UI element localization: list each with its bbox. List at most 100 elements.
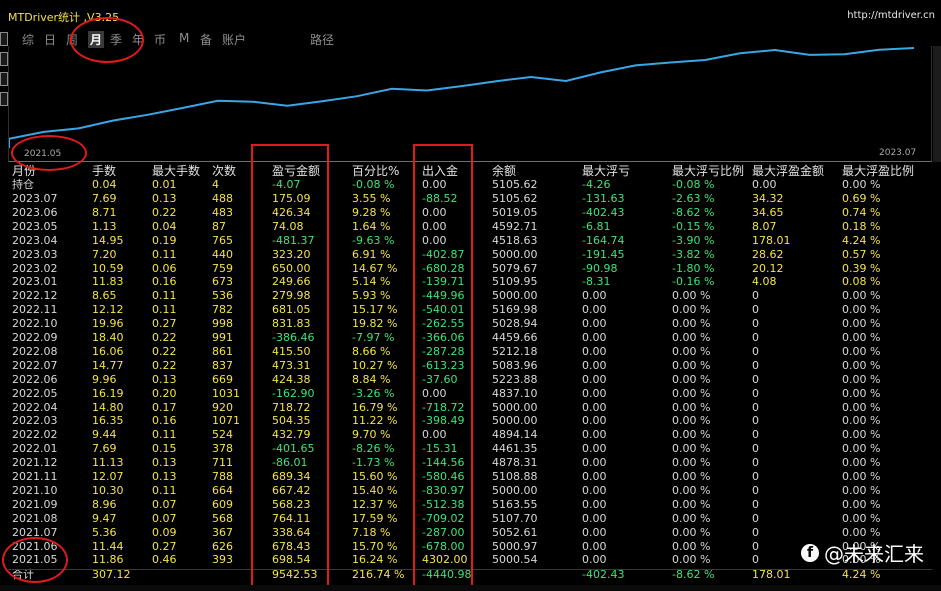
- column-header[interactable]: 最大浮亏比例: [672, 164, 745, 178]
- column-header[interactable]: 余额: [492, 164, 517, 178]
- table-cell: 8.96: [92, 497, 117, 511]
- table-cell: 0.00 %: [842, 372, 881, 386]
- table-cell: 0.00: [422, 205, 447, 219]
- holding-row[interactable]: 持仓 0.04 0.01 4 -4.07 -0.08 % 0.00 5105.62 -4.26 -…: [12, 178, 932, 192]
- column-header[interactable]: 盈亏金额: [272, 164, 321, 178]
- column-header[interactable]: 最大浮亏: [582, 164, 631, 178]
- table-row[interactable]: 2022.07 14.77 0.22 837 473.31 10.27 % -613.23 5…: [12, 359, 932, 373]
- table-cell: -0.15 %: [672, 219, 715, 233]
- table-cell: 12.12: [92, 303, 124, 317]
- table-cell: -8.62 %: [672, 205, 715, 219]
- table-cell: 8.65: [92, 289, 117, 303]
- table-row[interactable]: 2021.10 10.30 0.11 664 667.42 15.40 % -830.97 5…: [12, 484, 932, 498]
- tab-0[interactable]: 综: [22, 33, 35, 47]
- row-label: 2023.03: [12, 247, 58, 261]
- table-cell: 11.44: [92, 539, 124, 553]
- table-cell: 0.00: [582, 317, 607, 331]
- table-cell: 14.77: [92, 358, 124, 372]
- website-link[interactable]: http://mtdriver.cn: [847, 10, 935, 21]
- column-header[interactable]: 手数: [92, 164, 117, 178]
- table-row[interactable]: 2023.04 14.95 0.19 765 -481.37 -9.63 % 0.00 451…: [12, 234, 932, 248]
- tab-10[interactable]: 路径: [310, 33, 335, 47]
- table-row[interactable]: 2023.05 1.13 0.04 87 74.08 1.64 % 0.00 4592.71 -…: [12, 220, 932, 234]
- scrollbar[interactable]: [933, 46, 941, 162]
- table-cell: 0.00 %: [672, 497, 711, 511]
- table-row[interactable]: 2021.08 9.47 0.07 568 764.11 17.59 % -709.02 51…: [12, 512, 932, 526]
- table-cell: 4.08: [752, 275, 777, 289]
- column-header[interactable]: 最大浮盈金额: [752, 164, 825, 178]
- table-cell: -4440.98: [422, 568, 472, 582]
- tab-9[interactable]: 账户: [222, 33, 247, 47]
- table-row[interactable]: 2022.03 16.35 0.16 1071 504.35 11.22 % -398.49…: [12, 414, 932, 428]
- table-cell: 678.43: [272, 539, 311, 553]
- table-cell: 4: [212, 178, 219, 191]
- table-cell: 0.00 %: [842, 497, 881, 511]
- table-row[interactable]: 2023.03 7.20 0.11 440 323.20 6.91 % -402.87 500…: [12, 248, 932, 262]
- table-row[interactable]: 2022.01 7.69 0.15 378 -401.65 -8.26 % -15.31 44…: [12, 442, 932, 456]
- table-row[interactable]: 2021.07 5.36 0.09 367 338.64 7.18 % -287.00 505…: [12, 526, 932, 540]
- table-cell: -6.81: [582, 219, 611, 233]
- table-cell: -8.31: [582, 275, 611, 289]
- table-row[interactable]: 2023.01 11.83 0.16 673 249.66 5.14 % -139.71 51…: [12, 275, 932, 289]
- tab-8[interactable]: 备: [200, 33, 213, 47]
- table-row[interactable]: 2023.06 8.71 0.22 483 426.34 9.28 % 0.00 5019.0…: [12, 206, 932, 220]
- table-row[interactable]: 2022.10 19.96 0.27 998 831.83 19.82 % -262.55 5…: [12, 317, 932, 331]
- row-label: 2021.12: [12, 456, 58, 470]
- table-cell: 0.00 %: [672, 428, 711, 442]
- table-cell: -3.82 %: [672, 247, 715, 261]
- side-button[interactable]: [0, 92, 8, 106]
- table-cell: 861: [212, 344, 233, 358]
- side-button[interactable]: [0, 52, 8, 66]
- column-header[interactable]: 最大手数: [152, 164, 201, 178]
- table-cell: 0.00: [582, 428, 607, 442]
- table-row[interactable]: 2023.02 10.59 0.06 759 650.00 14.67 % -680.28 5…: [12, 262, 932, 276]
- table-cell: 16.35: [92, 414, 124, 428]
- table-cell: 920: [212, 400, 233, 414]
- table-cell: 718.72: [272, 400, 311, 414]
- chart-frame: [8, 46, 932, 162]
- side-button[interactable]: [0, 32, 8, 46]
- row-label: 2021.11: [12, 470, 58, 483]
- table-cell: 1.13: [92, 219, 117, 233]
- table-cell: 0.00 %: [842, 470, 881, 483]
- table-row[interactable]: 2022.09 18.40 0.22 991 -386.46 -7.97 % -366.06…: [12, 331, 932, 345]
- table-row[interactable]: 2022.11 12.12 0.11 782 681.05 15.17 % -540.01 5…: [12, 303, 932, 317]
- column-header[interactable]: 最大浮盈比例: [842, 164, 915, 178]
- table-cell: 415.50: [272, 344, 311, 358]
- table-cell: 667.42: [272, 483, 311, 497]
- table-row[interactable]: 2022.04 14.80 0.17 920 718.72 16.79 % -718.72 5…: [12, 401, 932, 415]
- table-row[interactable]: 2022.05 16.19 0.20 1031 -162.90 -3.26 % 0.00 48…: [12, 387, 932, 401]
- table-cell: 1.64 %: [352, 219, 391, 233]
- table-cell: 5052.61: [492, 525, 538, 539]
- table-row[interactable]: 2022.08 16.06 0.22 861 415.50 8.66 % -287.28 52…: [12, 345, 932, 359]
- tab-1[interactable]: 日: [44, 33, 57, 47]
- column-header[interactable]: 次数: [212, 164, 237, 178]
- table-cell: 4461.35: [492, 442, 538, 456]
- table-cell: -287.28: [422, 344, 465, 358]
- table-row[interactable]: 2021.12 11.13 0.13 711 -86.01 -1.73 % -144.56 4…: [12, 456, 932, 470]
- table-cell: 0.00: [582, 400, 607, 414]
- column-header[interactable]: 百分比%: [352, 164, 400, 178]
- table-row[interactable]: 2023.07 7.69 0.13 488 175.09 3.55 % -88.52 5105…: [12, 192, 932, 206]
- table-cell: 0.00: [422, 428, 447, 442]
- table-row[interactable]: 2022.02 9.44 0.11 524 432.79 9.70 % 0.00 4894.1…: [12, 428, 932, 442]
- table-cell: 0.16: [152, 275, 177, 289]
- table-cell: 5107.70: [492, 511, 538, 525]
- table-cell: 307.12: [92, 568, 131, 582]
- annotation-ellipse-start-date: [11, 135, 87, 171]
- table-row[interactable]: 2021.09 8.96 0.07 609 568.23 12.37 % -512.38 51…: [12, 498, 932, 512]
- table-cell: 0.00 %: [842, 178, 881, 191]
- table-cell: 650.00: [272, 261, 311, 275]
- table-cell: 5000.00: [492, 289, 538, 303]
- table-cell: 0.00 %: [672, 303, 711, 317]
- column-header[interactable]: 出入金: [422, 164, 459, 178]
- table-row[interactable]: 2021.11 12.07 0.13 788 689.34 15.60 % -580.46 5…: [12, 470, 932, 484]
- table-row[interactable]: 2022.12 8.65 0.11 536 279.98 5.93 % -449.96 500…: [12, 289, 932, 303]
- table-cell: 367: [212, 525, 233, 539]
- table-cell: 0: [752, 331, 759, 344]
- tab-6[interactable]: 币: [154, 33, 167, 47]
- table-cell: 0.22: [152, 205, 177, 219]
- table-row[interactable]: 2022.06 9.96 0.13 669 424.38 8.84 % -37.60 5223…: [12, 373, 932, 387]
- side-button[interactable]: [0, 72, 8, 86]
- tab-7[interactable]: M: [179, 31, 190, 45]
